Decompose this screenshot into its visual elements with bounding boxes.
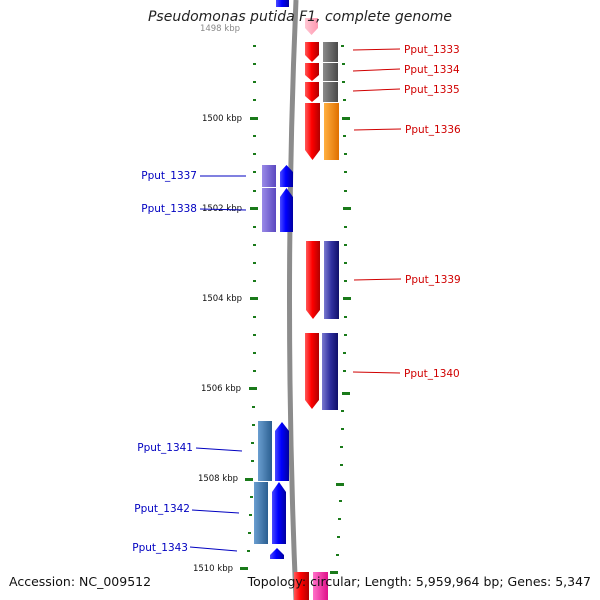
gene-pput-1341-arrow[interactable] — [275, 422, 289, 481]
gene-label-pput-1338[interactable]: Pput_1338 — [141, 203, 197, 215]
gene-label-pput-1334[interactable]: Pput_1334 — [404, 64, 460, 76]
gene-partial-top-forward[interactable] — [305, 18, 318, 35]
reverse-gene-labels: Pput_1337 Pput_1338 Pput_1341 Pput_1342 … — [132, 170, 197, 554]
reverse-label-connectors — [189, 175, 247, 552]
forward-gene-labels: Pput_1333 Pput_1334 Pput_1335 Pput_1336 … — [404, 44, 461, 380]
gene-pput-1338-arrow[interactable] — [280, 188, 293, 232]
cog-bar-pput-1341 — [258, 421, 272, 481]
gene-label-pput-1342[interactable]: Pput_1342 — [134, 503, 190, 515]
cog-bar-pput-1336 — [324, 103, 339, 160]
gene-label-pput-1336[interactable]: Pput_1336 — [405, 124, 461, 136]
scale-label-1510: 1510 kbp — [193, 564, 233, 574]
scale-ticks-left — [240, 45, 258, 570]
gene-pput-1335-arrow[interactable] — [305, 82, 319, 102]
cog-bar-pput-1340 — [322, 333, 338, 410]
scale-label-1498: 1498 kbp — [200, 24, 240, 34]
cog-bar-pput-1335 — [323, 82, 338, 102]
cog-bar-pput-1333 — [323, 42, 338, 62]
major-tick-1502 — [250, 207, 258, 210]
major-tick-1504 — [250, 297, 258, 300]
cog-bar-pput-1342 — [254, 482, 268, 544]
gene-label-pput-1341[interactable]: Pput_1341 — [137, 442, 193, 454]
gene-label-pput-1335[interactable]: Pput_1335 — [404, 84, 460, 96]
scale-label-1506: 1506 kbp — [201, 384, 241, 394]
gene-label-pput-1340[interactable]: Pput_1340 — [404, 368, 460, 380]
major-tick-1510 — [240, 567, 248, 570]
accession-text: Accession: NC_009512 — [9, 574, 152, 589]
scale-label-1508: 1508 kbp — [198, 474, 238, 484]
gene-pput-1343-arrow[interactable] — [270, 548, 284, 559]
gene-label-pput-1337[interactable]: Pput_1337 — [141, 170, 197, 182]
gene-pput-1333-arrow[interactable] — [305, 42, 319, 62]
cog-bar-pput-1338 — [262, 188, 276, 232]
gene-partial-top-reverse[interactable] — [276, 0, 289, 7]
gene-pput-1340-arrow[interactable] — [305, 333, 319, 409]
scale-ticks-right — [330, 45, 351, 574]
major-tick-1500 — [250, 117, 258, 120]
gene-pput-1334-arrow[interactable] — [305, 63, 319, 81]
major-tick-1508 — [245, 478, 253, 481]
gene-pput-1342-arrow[interactable] — [272, 482, 286, 544]
topology-text: Topology: circular; Length: 5,959,964 bp… — [247, 574, 591, 589]
cog-bar-pput-1337 — [262, 165, 276, 187]
scale-label-1504: 1504 kbp — [202, 294, 242, 304]
gene-label-pput-1339[interactable]: Pput_1339 — [405, 274, 461, 286]
gene-pput-1336-arrow[interactable] — [305, 103, 320, 160]
cog-bar-pput-1334 — [323, 63, 338, 81]
gene-pput-1339-arrow[interactable] — [306, 241, 320, 319]
scale-labels: 1498 kbp 1500 kbp 1502 kbp 1504 kbp 1506… — [193, 24, 242, 574]
gene-label-pput-1333[interactable]: Pput_1333 — [404, 44, 460, 56]
forward-label-connectors — [352, 48, 402, 374]
major-tick-1506 — [249, 387, 257, 390]
gene-partial-bottom-forward[interactable] — [294, 572, 309, 600]
cog-bar-pput-1339 — [324, 241, 339, 319]
gene-pput-1337-arrow[interactable] — [280, 165, 293, 187]
cog-bar-partial-bottom — [313, 572, 328, 600]
genome-backbone — [287, 0, 299, 600]
map-title: Pseudomonas putida F1, complete genome — [147, 9, 453, 25]
scale-label-1500: 1500 kbp — [202, 114, 242, 124]
gene-label-pput-1343[interactable]: Pput_1343 — [132, 542, 188, 554]
